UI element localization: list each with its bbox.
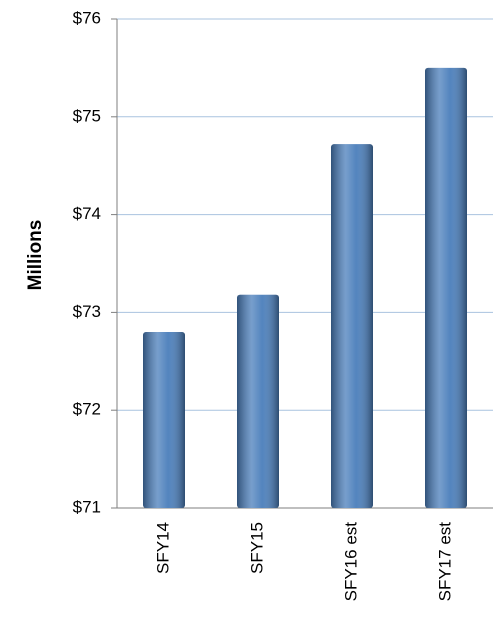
y-tick-label: $72 [73, 400, 101, 419]
y-tick-label: $75 [73, 106, 101, 125]
y-axis-label: Millions [25, 220, 46, 291]
y-tick-label: $74 [73, 204, 101, 223]
bar-shade [425, 67, 467, 509]
bar-shade [143, 331, 185, 508]
y-tick-label: $71 [73, 497, 101, 516]
bar-shade [237, 294, 279, 508]
x-tick-label: SFY17 est [435, 522, 454, 602]
y-tick-label: $76 [73, 8, 101, 27]
x-tick-label: SFY15 [247, 522, 266, 574]
x-tick-label: SFY14 [153, 522, 172, 574]
x-tick-label: SFY16 est [341, 522, 360, 602]
bar-shade [331, 144, 373, 508]
y-tick-label: $73 [73, 302, 101, 321]
